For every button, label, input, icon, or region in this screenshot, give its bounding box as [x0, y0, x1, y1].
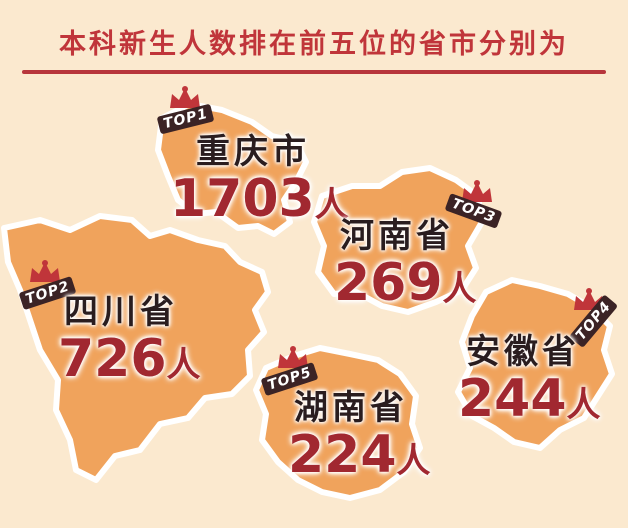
count-value: 726	[58, 329, 167, 389]
province-name: 重庆市	[196, 132, 310, 172]
count-value: 224	[288, 425, 397, 485]
anhui-map-shape	[455, 277, 615, 451]
count-unit: 人	[396, 441, 431, 481]
page-title: 本科新生人数排在前五位的省市分别为	[59, 29, 569, 60]
count-value: 269	[334, 253, 443, 313]
count-unit: 人	[314, 185, 349, 225]
crown-icon	[170, 86, 200, 108]
province-name: 四川省	[64, 292, 178, 332]
henan-map-shape	[311, 165, 485, 315]
student-count: 269人	[334, 257, 477, 309]
count-value: 1703	[170, 169, 315, 229]
student-count: 726人	[58, 333, 201, 385]
crown-icon	[30, 260, 60, 282]
student-count: 224人	[288, 429, 431, 481]
crown-icon	[462, 180, 492, 202]
province-name: 河南省	[340, 216, 454, 256]
student-count: 244人	[458, 373, 601, 425]
ranking-chongqing: 重庆市 1703人	[170, 124, 349, 225]
ranking-sichuan: 四川省 726人	[58, 284, 201, 385]
title-underline	[22, 70, 606, 74]
student-count: 1703人	[170, 173, 349, 225]
count-unit: 人	[566, 385, 601, 425]
ranking-hunan: 湖南省 224人	[288, 380, 431, 481]
province-name: 湖南省	[294, 388, 408, 428]
chongqing-map-shape	[155, 101, 309, 237]
count-value: 244	[458, 369, 567, 429]
province-name: 安徽省	[466, 332, 580, 372]
count-unit: 人	[166, 345, 201, 385]
ranking-anhui: 安徽省 244人	[458, 324, 601, 425]
count-unit: 人	[442, 269, 477, 309]
crown-icon	[278, 346, 308, 368]
ranking-henan: 河南省 269人	[334, 208, 477, 309]
